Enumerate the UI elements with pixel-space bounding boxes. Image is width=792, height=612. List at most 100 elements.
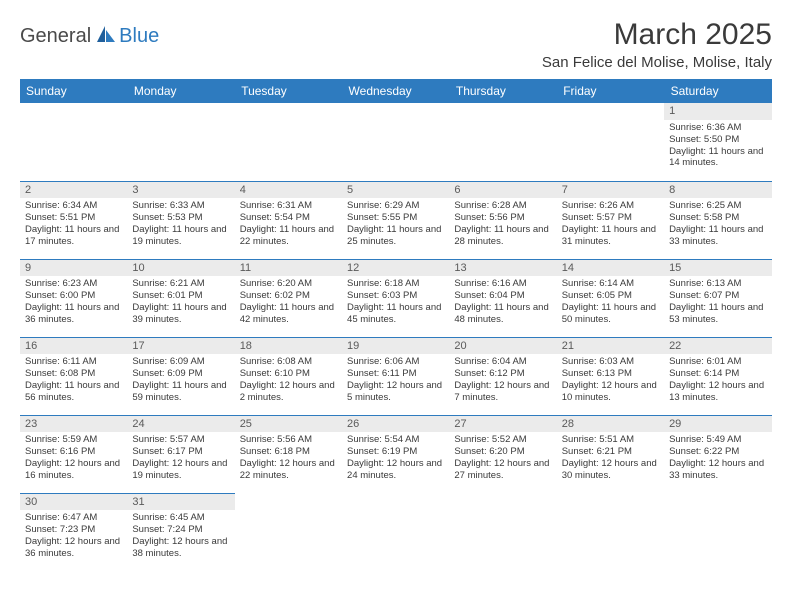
day-number: 28 <box>557 416 664 433</box>
day-number: 16 <box>20 338 127 355</box>
logo-sail-icon <box>95 24 117 49</box>
calendar-cell <box>235 493 342 571</box>
calendar-row: 30Sunrise: 6:47 AMSunset: 7:23 PMDayligh… <box>20 493 772 571</box>
sunset-text: Sunset: 7:24 PM <box>132 524 229 536</box>
calendar-cell: 7Sunrise: 6:26 AMSunset: 5:57 PMDaylight… <box>557 181 664 259</box>
page-title: March 2025 <box>542 18 772 52</box>
sunset-text: Sunset: 6:11 PM <box>347 368 444 380</box>
daylight-text: Daylight: 12 hours and 27 minutes. <box>454 458 551 482</box>
sunrise-text: Sunrise: 6:33 AM <box>132 200 229 212</box>
sunrise-text: Sunrise: 6:25 AM <box>669 200 766 212</box>
sunset-text: Sunset: 5:57 PM <box>562 212 659 224</box>
sunset-text: Sunset: 6:00 PM <box>25 290 122 302</box>
calendar-table: Sunday Monday Tuesday Wednesday Thursday… <box>20 79 772 571</box>
calendar-cell: 11Sunrise: 6:20 AMSunset: 6:02 PMDayligh… <box>235 259 342 337</box>
sunset-text: Sunset: 6:12 PM <box>454 368 551 380</box>
day-number: 15 <box>664 260 771 277</box>
day-number: 19 <box>342 338 449 355</box>
calendar-cell: 27Sunrise: 5:52 AMSunset: 6:20 PMDayligh… <box>449 415 556 493</box>
sunset-text: Sunset: 6:21 PM <box>562 446 659 458</box>
calendar-cell: 2Sunrise: 6:34 AMSunset: 5:51 PMDaylight… <box>20 181 127 259</box>
calendar-cell: 1Sunrise: 6:36 AMSunset: 5:50 PMDaylight… <box>664 103 771 181</box>
day-number: 22 <box>664 338 771 355</box>
sunset-text: Sunset: 7:23 PM <box>25 524 122 536</box>
daylight-text: Daylight: 12 hours and 38 minutes. <box>132 536 229 560</box>
day-number: 11 <box>235 260 342 277</box>
sunset-text: Sunset: 5:55 PM <box>347 212 444 224</box>
calendar-cell: 4Sunrise: 6:31 AMSunset: 5:54 PMDaylight… <box>235 181 342 259</box>
sunset-text: Sunset: 6:10 PM <box>240 368 337 380</box>
logo-text-blue: Blue <box>119 25 159 48</box>
sunrise-text: Sunrise: 5:51 AM <box>562 434 659 446</box>
daylight-text: Daylight: 11 hours and 59 minutes. <box>132 380 229 404</box>
sunrise-text: Sunrise: 6:01 AM <box>669 356 766 368</box>
sunset-text: Sunset: 6:20 PM <box>454 446 551 458</box>
sunrise-text: Sunrise: 6:26 AM <box>562 200 659 212</box>
sunset-text: Sunset: 6:14 PM <box>669 368 766 380</box>
sunset-text: Sunset: 6:07 PM <box>669 290 766 302</box>
calendar-body: 1Sunrise: 6:36 AMSunset: 5:50 PMDaylight… <box>20 103 772 571</box>
sunset-text: Sunset: 6:22 PM <box>669 446 766 458</box>
day-number: 7 <box>557 182 664 199</box>
day-number: 17 <box>127 338 234 355</box>
day-number: 10 <box>127 260 234 277</box>
daylight-text: Daylight: 11 hours and 56 minutes. <box>25 380 122 404</box>
sunrise-text: Sunrise: 6:08 AM <box>240 356 337 368</box>
day-number: 12 <box>342 260 449 277</box>
calendar-cell: 10Sunrise: 6:21 AMSunset: 6:01 PMDayligh… <box>127 259 234 337</box>
daylight-text: Daylight: 11 hours and 19 minutes. <box>132 224 229 248</box>
day-number: 24 <box>127 416 234 433</box>
calendar-cell: 28Sunrise: 5:51 AMSunset: 6:21 PMDayligh… <box>557 415 664 493</box>
sunrise-text: Sunrise: 5:57 AM <box>132 434 229 446</box>
day-header: Tuesday <box>235 79 342 103</box>
day-number: 9 <box>20 260 127 277</box>
sunrise-text: Sunrise: 6:31 AM <box>240 200 337 212</box>
calendar-cell: 13Sunrise: 6:16 AMSunset: 6:04 PMDayligh… <box>449 259 556 337</box>
sunrise-text: Sunrise: 6:47 AM <box>25 512 122 524</box>
daylight-text: Daylight: 11 hours and 36 minutes. <box>25 302 122 326</box>
daylight-text: Daylight: 12 hours and 22 minutes. <box>240 458 337 482</box>
sunrise-text: Sunrise: 6:34 AM <box>25 200 122 212</box>
calendar-cell: 17Sunrise: 6:09 AMSunset: 6:09 PMDayligh… <box>127 337 234 415</box>
calendar-cell: 6Sunrise: 6:28 AMSunset: 5:56 PMDaylight… <box>449 181 556 259</box>
daylight-text: Daylight: 12 hours and 5 minutes. <box>347 380 444 404</box>
calendar-cell <box>342 493 449 571</box>
sunrise-text: Sunrise: 6:03 AM <box>562 356 659 368</box>
day-header: Monday <box>127 79 234 103</box>
day-number: 25 <box>235 416 342 433</box>
sunrise-text: Sunrise: 6:28 AM <box>454 200 551 212</box>
calendar-row: 1Sunrise: 6:36 AMSunset: 5:50 PMDaylight… <box>20 103 772 181</box>
sunrise-text: Sunrise: 6:18 AM <box>347 278 444 290</box>
calendar-cell <box>664 493 771 571</box>
calendar-cell: 18Sunrise: 6:08 AMSunset: 6:10 PMDayligh… <box>235 337 342 415</box>
daylight-text: Daylight: 11 hours and 48 minutes. <box>454 302 551 326</box>
logo-text-general: General <box>20 25 91 48</box>
sunrise-text: Sunrise: 5:52 AM <box>454 434 551 446</box>
day-header: Wednesday <box>342 79 449 103</box>
daylight-text: Daylight: 11 hours and 22 minutes. <box>240 224 337 248</box>
calendar-cell: 14Sunrise: 6:14 AMSunset: 6:05 PMDayligh… <box>557 259 664 337</box>
sunrise-text: Sunrise: 5:59 AM <box>25 434 122 446</box>
calendar-cell: 19Sunrise: 6:06 AMSunset: 6:11 PMDayligh… <box>342 337 449 415</box>
sunrise-text: Sunrise: 6:20 AM <box>240 278 337 290</box>
calendar-cell: 8Sunrise: 6:25 AMSunset: 5:58 PMDaylight… <box>664 181 771 259</box>
sunset-text: Sunset: 6:13 PM <box>562 368 659 380</box>
sunset-text: Sunset: 5:51 PM <box>25 212 122 224</box>
day-number: 14 <box>557 260 664 277</box>
day-number: 18 <box>235 338 342 355</box>
sunrise-text: Sunrise: 6:06 AM <box>347 356 444 368</box>
location-text: San Felice del Molise, Molise, Italy <box>542 54 772 71</box>
calendar-cell: 5Sunrise: 6:29 AMSunset: 5:55 PMDaylight… <box>342 181 449 259</box>
day-header: Saturday <box>664 79 771 103</box>
sunrise-text: Sunrise: 5:56 AM <box>240 434 337 446</box>
daylight-text: Daylight: 11 hours and 50 minutes. <box>562 302 659 326</box>
sunset-text: Sunset: 5:58 PM <box>669 212 766 224</box>
day-number: 20 <box>449 338 556 355</box>
calendar-cell: 3Sunrise: 6:33 AMSunset: 5:53 PMDaylight… <box>127 181 234 259</box>
daylight-text: Daylight: 11 hours and 14 minutes. <box>669 146 766 170</box>
daylight-text: Daylight: 12 hours and 16 minutes. <box>25 458 122 482</box>
daylight-text: Daylight: 12 hours and 7 minutes. <box>454 380 551 404</box>
sunset-text: Sunset: 6:18 PM <box>240 446 337 458</box>
sunrise-text: Sunrise: 6:11 AM <box>25 356 122 368</box>
daylight-text: Daylight: 12 hours and 30 minutes. <box>562 458 659 482</box>
